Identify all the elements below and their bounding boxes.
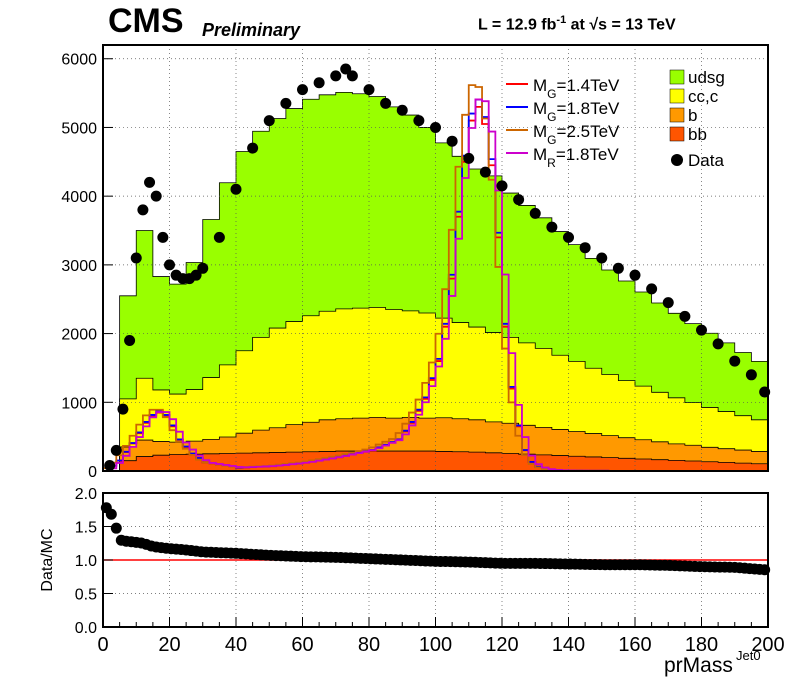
data-point: [729, 355, 741, 367]
ratio-xtick-label: 60: [291, 634, 313, 656]
legend-stack-swatch: [669, 126, 685, 142]
ratio-ytick-label: 2.0: [75, 486, 97, 503]
data-point: [612, 262, 624, 274]
data-point: [712, 338, 724, 350]
data-point: [380, 97, 392, 109]
ratio-xtick-label: 200: [751, 634, 784, 656]
data-point: [430, 121, 441, 133]
ratio-xtick-label: 180: [685, 634, 718, 656]
legend-data-marker: [671, 154, 683, 166]
data-point: [164, 259, 175, 271]
data-point: [463, 152, 475, 164]
legend-stack-label: bb: [688, 125, 707, 144]
data-point: [446, 135, 458, 147]
data-point: [679, 310, 691, 322]
data-point: [646, 283, 658, 295]
ratio-xtick-label: 40: [225, 634, 247, 656]
data-point: [117, 403, 129, 415]
data-point: [662, 297, 674, 309]
ratio-point: [110, 522, 122, 534]
ratio-xtick-label: 120: [485, 634, 518, 656]
main-ytick-label: 1000: [61, 395, 97, 412]
data-point: [144, 176, 156, 188]
main-ytick-label: 2000: [61, 327, 97, 344]
data-point: [247, 142, 259, 154]
ratio-ytick-label: 0.0: [75, 620, 97, 637]
ratio-xtick-label: 100: [419, 634, 452, 656]
legend-stack-label: udsg: [688, 68, 725, 87]
ratio-point: [105, 508, 117, 520]
main-ytick-label: 6000: [61, 52, 97, 69]
data-point: [563, 231, 574, 243]
data-point: [596, 252, 608, 264]
ratio-xlabel-sub: Jet0: [736, 648, 761, 663]
experiment-label: CMS: [108, 2, 184, 40]
ratio-plot: 0.0 0.5 1.0 1.5 2.0 0 20 40 60 80 100 120 140 160 180 2…: [39, 486, 785, 677]
data-point: [346, 70, 358, 82]
status-label: Preliminary: [202, 20, 301, 40]
data-point: [124, 334, 136, 346]
data-point: [696, 324, 707, 336]
ratio-xtick-label: 160: [618, 634, 651, 656]
main-plot-frame: [102, 44, 769, 472]
legend-stack-swatch: [669, 107, 685, 123]
ratio-xtick-label: 20: [158, 634, 180, 656]
data-point: [413, 115, 425, 127]
main-ytick-label: 3000: [61, 258, 97, 275]
data-point: [213, 231, 225, 243]
ratio-xtick-label: 80: [358, 634, 380, 656]
ratio-ytick-label: 0.5: [75, 587, 97, 604]
legend-stack-label: cc,c: [688, 87, 719, 106]
data-point: [330, 70, 342, 82]
ratio-ytick-label: 1.5: [75, 520, 97, 537]
data-point: [197, 262, 209, 274]
data-point: [263, 115, 275, 127]
energy-prefix: at: [570, 16, 585, 34]
data-point: [313, 77, 325, 89]
data-point: [513, 194, 525, 206]
ratio-xtick-label: 0: [97, 634, 108, 656]
data-point: [546, 221, 558, 233]
data-point: [396, 104, 408, 116]
legend-stack-swatch: [669, 69, 685, 85]
data-point: [629, 269, 641, 281]
data-point: [280, 97, 292, 109]
main-ytick-label: 5000: [61, 120, 97, 137]
main-ytick-label: 0: [88, 464, 97, 481]
legend-stack-label: b: [688, 106, 697, 125]
ratio-ylabel: Data/MC: [39, 528, 56, 591]
data-point: [150, 190, 162, 202]
sqrt-symbol: √: [589, 16, 599, 34]
data-point: [363, 84, 375, 96]
data-point: [297, 84, 308, 96]
data-point: [230, 183, 242, 195]
energy-label: s = 13 TeV: [598, 16, 676, 34]
main-ytick-label: 4000: [61, 189, 97, 206]
data-point: [130, 252, 142, 264]
data-point: [190, 269, 202, 281]
data-point: [745, 369, 757, 381]
lumi-label: L = 12.9 fb: [478, 16, 557, 34]
ratio-xtick-label: 140: [552, 634, 585, 656]
ratio-xlabel: prMass: [664, 654, 733, 677]
data-point: [479, 166, 491, 178]
data-point: [340, 63, 352, 75]
data-point: [157, 231, 169, 243]
ratio-ytick-label: 1.0: [75, 553, 97, 570]
data-point: [104, 460, 116, 472]
data-point: [110, 444, 122, 456]
lumi-exponent: -1: [556, 14, 567, 26]
data-point: [137, 204, 149, 216]
main-plot: 0100020003000400050006000MG=1.4TeVMG=1.8…: [61, 44, 771, 481]
legend-data-label: Data: [688, 151, 724, 170]
data-point: [579, 242, 591, 254]
lumi-energy-label: L = 12.9 fb-1 at √s = 13 TeV: [478, 14, 676, 34]
data-point: [529, 207, 541, 219]
legend-stack-swatch: [669, 88, 685, 104]
data-point: [496, 180, 508, 192]
